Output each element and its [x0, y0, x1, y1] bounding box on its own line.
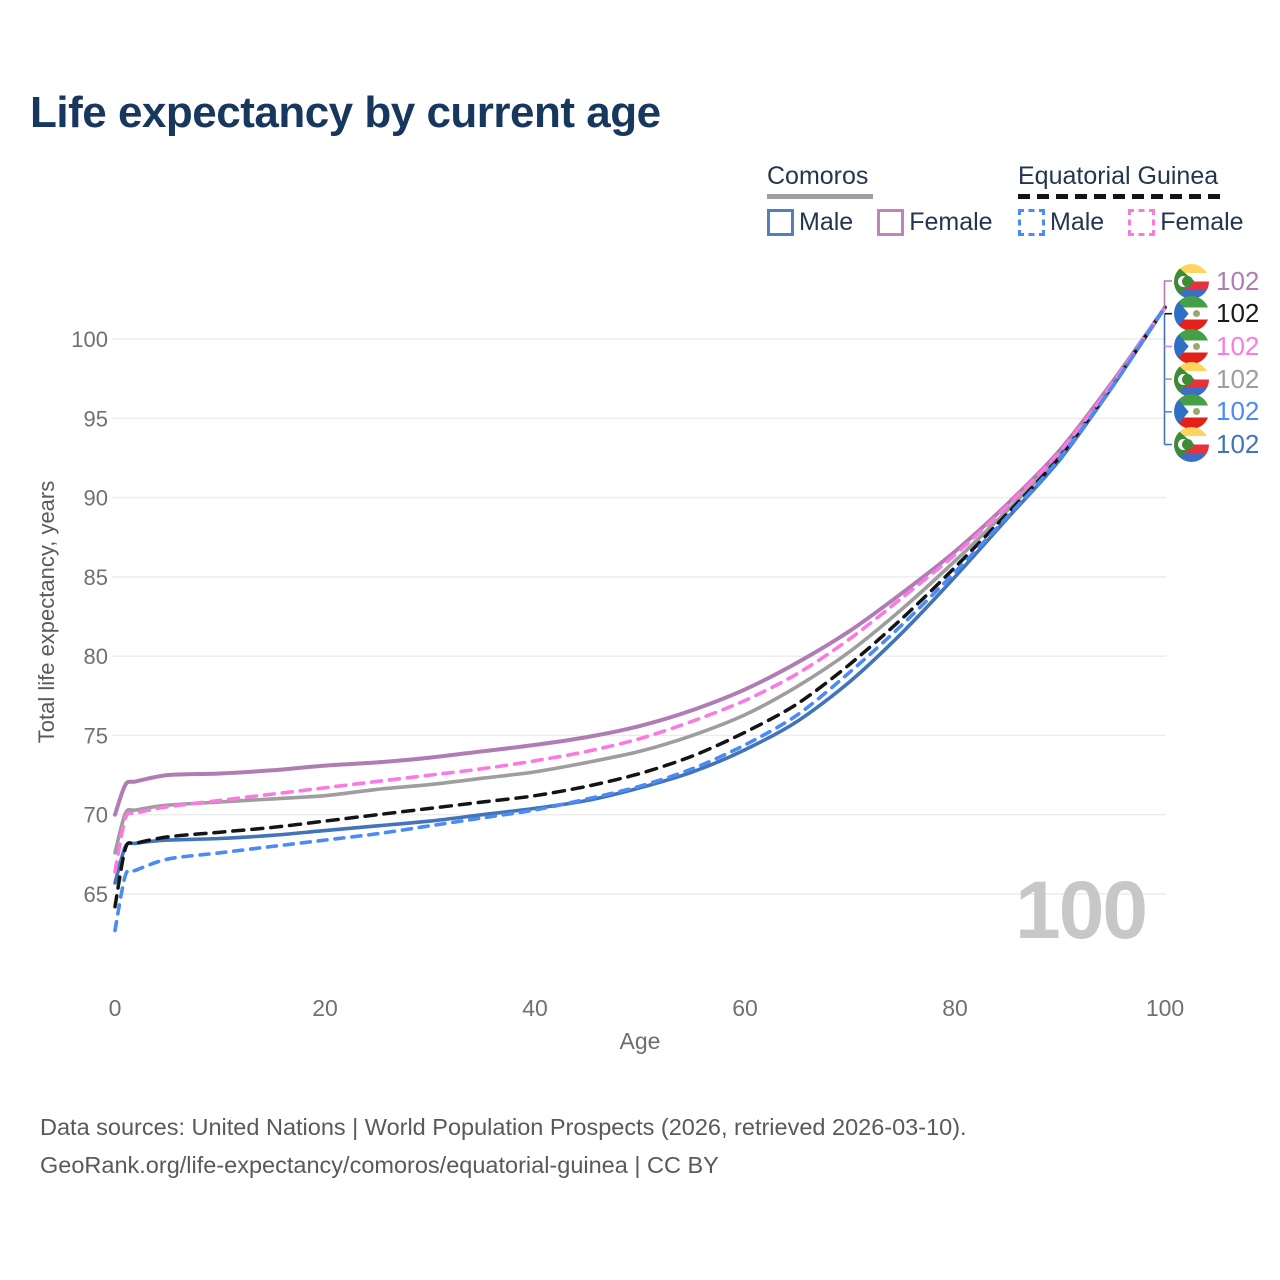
x-tick-40: 40 — [522, 995, 548, 1021]
end-label-connector-comoros-female — [1163, 280, 1172, 309]
equatorial-guinea-flag-icon — [1174, 296, 1209, 332]
page-title: Life expectancy by current age — [30, 88, 661, 137]
x-axis-title: Age — [619, 1028, 661, 1054]
end-value-comoros_male: 102 — [1216, 429, 1260, 459]
coat-of-arms-icon — [1193, 408, 1200, 416]
x-tick-0: 0 — [109, 995, 122, 1021]
end-label-row-comoros_female: 102 — [1174, 263, 1260, 299]
comoros-male-label[interactable]: Male — [799, 208, 854, 236]
series-line-comoros_female[interactable] — [113, 305, 1167, 817]
end-label-row-eq_guinea_all: 102 — [1174, 296, 1260, 332]
end-label-row-comoros_male: 102 — [1174, 427, 1259, 462]
end-value-comoros_female: 102 — [1216, 265, 1260, 296]
end-value-eq_guinea_female: 102 — [1216, 330, 1260, 361]
y-tick-85: 85 — [84, 565, 108, 590]
y-tick-90: 90 — [84, 486, 108, 511]
legend-comoros-label[interactable]: Comoros — [767, 162, 869, 190]
y-tick-100: 100 — [71, 327, 108, 352]
comoros-flag-icon — [1174, 263, 1209, 299]
x-tick-80: 80 — [942, 995, 968, 1021]
end-value-eq_guinea_male: 102 — [1216, 396, 1260, 427]
x-tick-60: 60 — [732, 995, 758, 1021]
equatorial-guinea-female-label[interactable]: Female — [1160, 208, 1244, 236]
legend-group-equatorial-guinea: Equatorial Guinea Male Female — [1018, 162, 1244, 237]
comoros-flag-icon — [1174, 361, 1209, 397]
crescent-icon — [1178, 439, 1193, 450]
coat-of-arms-icon — [1193, 342, 1200, 350]
comoros-combined-line-swatch[interactable] — [767, 194, 873, 199]
series-line-eq_guinea_all[interactable] — [113, 305, 1167, 909]
x-tick-20: 20 — [312, 995, 338, 1021]
end-label-row-eq_guinea_male: 102 — [1174, 394, 1260, 430]
y-tick-80: 80 — [84, 644, 108, 669]
end-value-eq_guinea_all: 102 — [1216, 298, 1260, 329]
equatorial-guinea-male-label[interactable]: Male — [1050, 208, 1105, 236]
x-tick-100: 100 — [1146, 995, 1184, 1021]
hover-age-watermark: 100 — [1015, 865, 1148, 956]
y-tick-95: 95 — [84, 406, 108, 431]
y-axis-title: Total life expectancy, years — [34, 480, 59, 744]
equatorial-guinea-female-swatch[interactable] — [1128, 209, 1156, 236]
crescent-icon — [1178, 275, 1193, 287]
end-label-row-eq_guinea_female: 102 — [1174, 328, 1260, 364]
equatorial-guinea-male-swatch[interactable] — [1018, 209, 1045, 236]
crescent-icon — [1178, 373, 1193, 385]
comoros-male-swatch[interactable] — [767, 209, 794, 236]
footer: Data sources: United Nations | World Pop… — [40, 1108, 967, 1184]
footer-attribution-link[interactable]: GeoRank.org/life-expectancy/comoros/equa… — [40, 1152, 719, 1178]
comoros-female-swatch[interactable] — [877, 209, 905, 236]
y-tick-75: 75 — [84, 723, 108, 748]
series-line-eq_guinea_female[interactable] — [113, 305, 1167, 874]
equatorial-guinea-combined-line-swatch[interactable] — [1018, 194, 1227, 199]
series-line-comoros_male[interactable] — [113, 305, 1167, 885]
series-line-eq_guinea_male[interactable] — [113, 305, 1167, 933]
y-tick-70: 70 — [84, 803, 108, 828]
comoros-flag-icon — [1174, 427, 1209, 462]
end-label-row-comoros_all: 102 — [1174, 361, 1260, 397]
y-tick-65: 65 — [84, 882, 108, 907]
coat-of-arms-icon — [1193, 310, 1200, 318]
end-value-comoros_all: 102 — [1216, 363, 1260, 394]
footer-data-sources: Data sources: United Nations | World Pop… — [40, 1114, 967, 1140]
legend-group-comoros: Comoros Male Female — [767, 162, 993, 237]
legend-equatorial-guinea-label[interactable]: Equatorial Guinea — [1018, 162, 1219, 190]
comoros-female-label[interactable]: Female — [909, 208, 993, 236]
equatorial-guinea-flag-icon — [1174, 394, 1209, 430]
equatorial-guinea-flag-icon — [1174, 328, 1209, 364]
